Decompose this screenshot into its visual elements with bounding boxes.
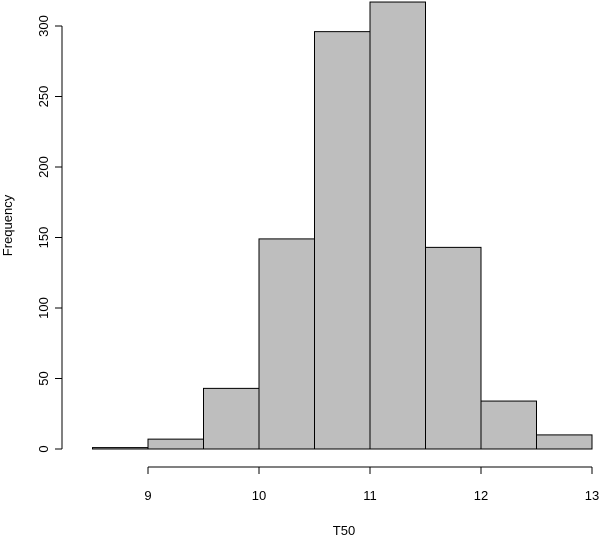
y-tick-label: 50 — [36, 371, 51, 385]
y-tick-label: 100 — [36, 297, 51, 319]
histogram-bar — [314, 31, 371, 450]
histogram-bars — [92, 1, 593, 450]
y-tick-label: 250 — [36, 86, 51, 108]
histogram-bar — [425, 246, 482, 450]
histogram-bar — [147, 438, 204, 450]
x-tick-label: 12 — [474, 488, 488, 503]
y-tick-label: 150 — [36, 227, 51, 249]
histogram-bar — [480, 400, 537, 450]
x-tick-label: 11 — [363, 488, 377, 503]
x-tick-label: 9 — [144, 488, 151, 503]
y-tick-label: 200 — [36, 156, 51, 178]
histogram-bar — [203, 387, 260, 450]
x-tick-label: 13 — [585, 488, 599, 503]
y-tick-label: 0 — [36, 445, 51, 452]
y-axis-title: Frequency — [0, 194, 15, 256]
x-tick-label: 10 — [252, 488, 266, 503]
histogram-bar — [536, 434, 593, 450]
x-axis-title: T50 — [333, 523, 355, 538]
histogram-bar — [258, 238, 315, 450]
y-axis: 0 50 100 150 200 250 300 — [36, 15, 63, 453]
x-axis: 9 10 11 12 13 — [144, 466, 599, 503]
histogram-bar — [369, 1, 426, 450]
histogram-bar — [92, 447, 149, 450]
y-tick-label: 300 — [36, 15, 51, 37]
